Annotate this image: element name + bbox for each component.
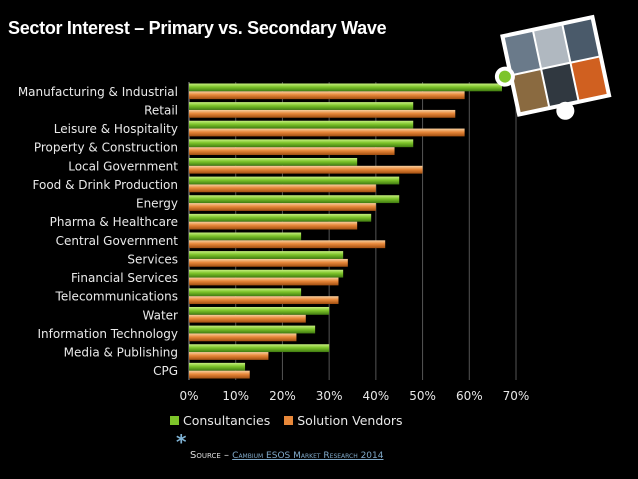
legend: Consultancies Solution Vendors (170, 413, 417, 428)
bar-consultancies-pharma-and-healthcare (189, 213, 372, 222)
x-tick-labels: 0% 10% 20% 30% 40% 50% 60% 70% (179, 389, 529, 403)
bar-consultancies-telecommunications (189, 288, 302, 297)
bar-solution-vendors-cpg (189, 370, 250, 379)
bar-consultancies-water (189, 306, 330, 315)
bar-solution-vendors-information-technology (189, 333, 297, 342)
bar-solution-vendors-leisure-and-hospitality (189, 128, 465, 137)
bar-consultancies-central-government (189, 232, 302, 241)
bar-solution-vendors-property-and-construction (189, 147, 395, 156)
category-label-financial-services: Financial Services (71, 271, 178, 285)
legend-item-consultancies: Consultancies (170, 413, 270, 428)
category-label-cpg: CPG (153, 364, 178, 378)
x-tick-label: 10% (222, 389, 249, 403)
category-label-retail: Retail (144, 103, 178, 117)
bar-consultancies-media-and-publishing (189, 344, 330, 353)
bar-consultancies-services (189, 251, 344, 259)
category-label-local-government: Local Government (68, 159, 178, 173)
asterisk-icon: * (176, 430, 187, 454)
category-label-energy: Energy (136, 197, 178, 211)
x-tick-label: 30% (316, 389, 343, 403)
category-label-services: Services (127, 252, 178, 266)
source-prefix: Source – (190, 450, 233, 461)
category-label-food-and-drink-production: Food & Drink Production (33, 178, 178, 192)
bar-consultancies-manufacturing-and-industrial (189, 83, 502, 92)
chart-title: Sector Interest – Primary vs. Secondary … (8, 18, 387, 38)
x-tick-label: 70% (503, 389, 530, 403)
category-labels: Manufacturing & Industrial Retail Leisure … (18, 85, 178, 378)
category-label-pharma-and-healthcare: Pharma & Healthcare (50, 215, 178, 229)
bar-solution-vendors-food-and-drink-production (189, 184, 376, 193)
puzzle-image-icon (494, 14, 612, 120)
bar-consultancies-retail (189, 102, 414, 110)
legend-swatch-consultancies (170, 416, 179, 425)
x-tick-label: 60% (456, 389, 483, 403)
bar-consultancies-information-technology (189, 325, 316, 334)
bar-solution-vendors-pharma-and-healthcare (189, 221, 358, 230)
bars (189, 83, 502, 379)
bar-consultancies-cpg (189, 362, 246, 371)
legend-label-solution-vendors: Solution Vendors (297, 413, 403, 428)
bar-consultancies-local-government (189, 157, 358, 166)
bar-consultancies-food-and-drink-production (189, 176, 400, 185)
source-link[interactable]: Cambium ESOS Market Research 2014 (232, 451, 384, 461)
bar-solution-vendors-media-and-publishing (189, 352, 269, 360)
bar-consultancies-financial-services (189, 269, 344, 278)
bar-solution-vendors-local-government (189, 165, 423, 174)
category-label-information-technology: Information Technology (38, 327, 179, 341)
x-tick-label: 50% (409, 389, 436, 403)
category-label-telecommunications: Telecommunications (55, 290, 178, 304)
source-note: Source – Cambium ESOS Market Research 20… (190, 450, 383, 461)
legend-label-consultancies: Consultancies (183, 413, 271, 428)
bar-consultancies-property-and-construction (189, 139, 414, 148)
x-tick-label: 40% (363, 389, 390, 403)
category-label-manufacturing-and-industrial: Manufacturing & Industrial (18, 85, 178, 99)
bar-solution-vendors-manufacturing-and-industrial (189, 91, 465, 100)
bar-solution-vendors-central-government (189, 240, 386, 249)
bar-consultancies-energy (189, 195, 400, 204)
legend-item-solution-vendors: Solution Vendors (284, 413, 403, 428)
bar-solution-vendors-financial-services (189, 277, 339, 286)
category-label-leisure-and-hospitality: Leisure & Hospitality (54, 122, 178, 136)
bar-solution-vendors-telecommunications (189, 296, 339, 305)
x-tick-label: 0% (179, 389, 198, 403)
category-label-central-government: Central Government (56, 234, 179, 248)
legend-swatch-solution-vendors (284, 416, 294, 425)
category-label-property-and-construction: Property & Construction (34, 141, 178, 155)
x-tick-label: 20% (269, 389, 296, 403)
bar-solution-vendors-energy (189, 203, 376, 211)
bar-solution-vendors-retail (189, 109, 456, 118)
bar-consultancies-leisure-and-hospitality (189, 120, 414, 129)
category-label-media-and-publishing: Media & Publishing (64, 346, 178, 360)
bar-solution-vendors-services (189, 258, 348, 267)
category-label-water: Water (143, 308, 179, 322)
bar-solution-vendors-water (189, 314, 306, 323)
